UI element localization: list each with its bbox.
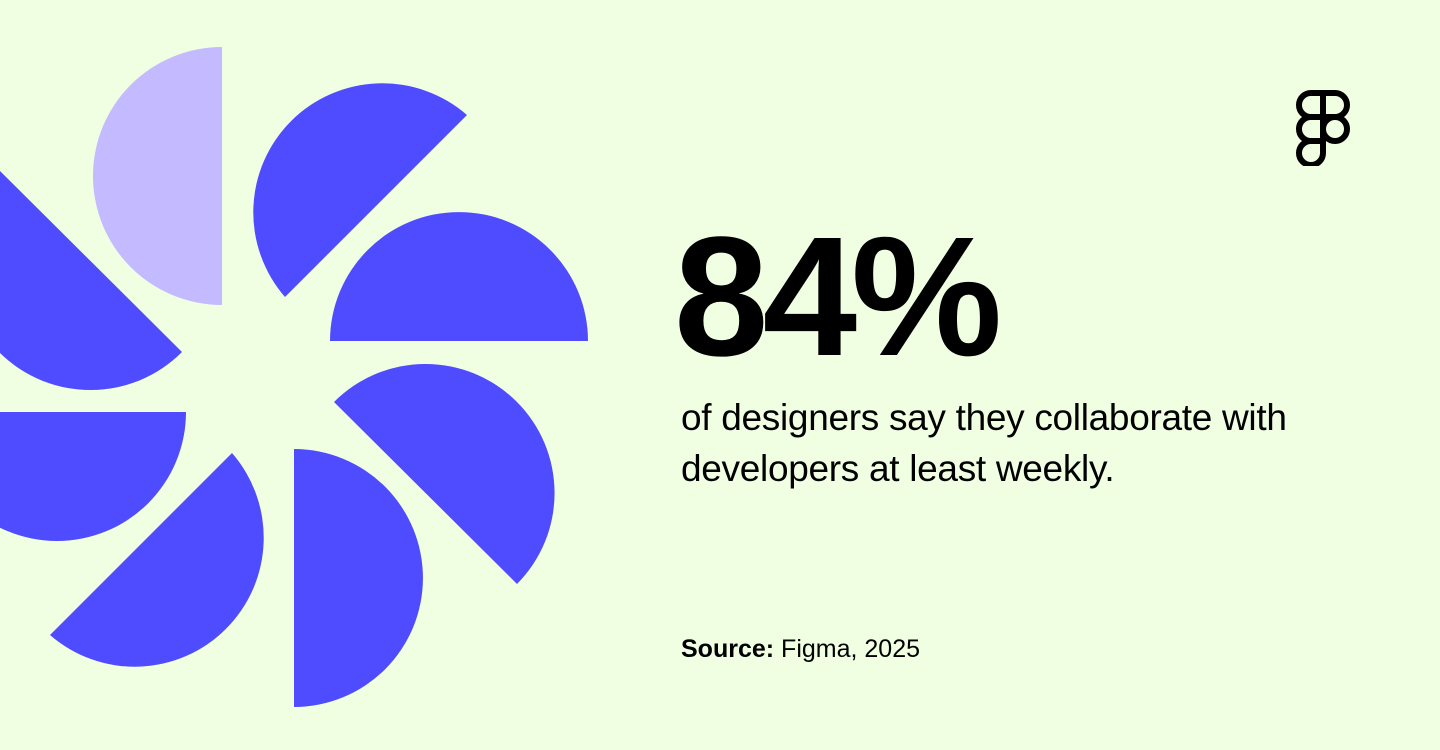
source-citation: Source: Figma, 2025: [681, 635, 920, 664]
pinwheel-petal-upper-left: [0, 170, 182, 391]
pinwheel-petal-lower-left: [50, 453, 264, 667]
pinwheel-petal-top-light: [93, 47, 222, 305]
stat-value: 84%: [674, 202, 1002, 392]
stat-description: of designers say they collaborate with d…: [681, 397, 1287, 489]
pinwheel-petal-left: [0, 412, 186, 541]
figma-logo-icon: [1296, 90, 1350, 166]
pinwheel-petal-upper-right: [253, 83, 467, 297]
source-label: Source:: [681, 635, 775, 663]
pinwheel-petal-right: [330, 212, 588, 341]
source-value: Figma, 2025: [781, 635, 921, 663]
pinwheel-petal-bottom: [294, 449, 423, 707]
pinwheel-petal-lower-right: [334, 363, 555, 584]
